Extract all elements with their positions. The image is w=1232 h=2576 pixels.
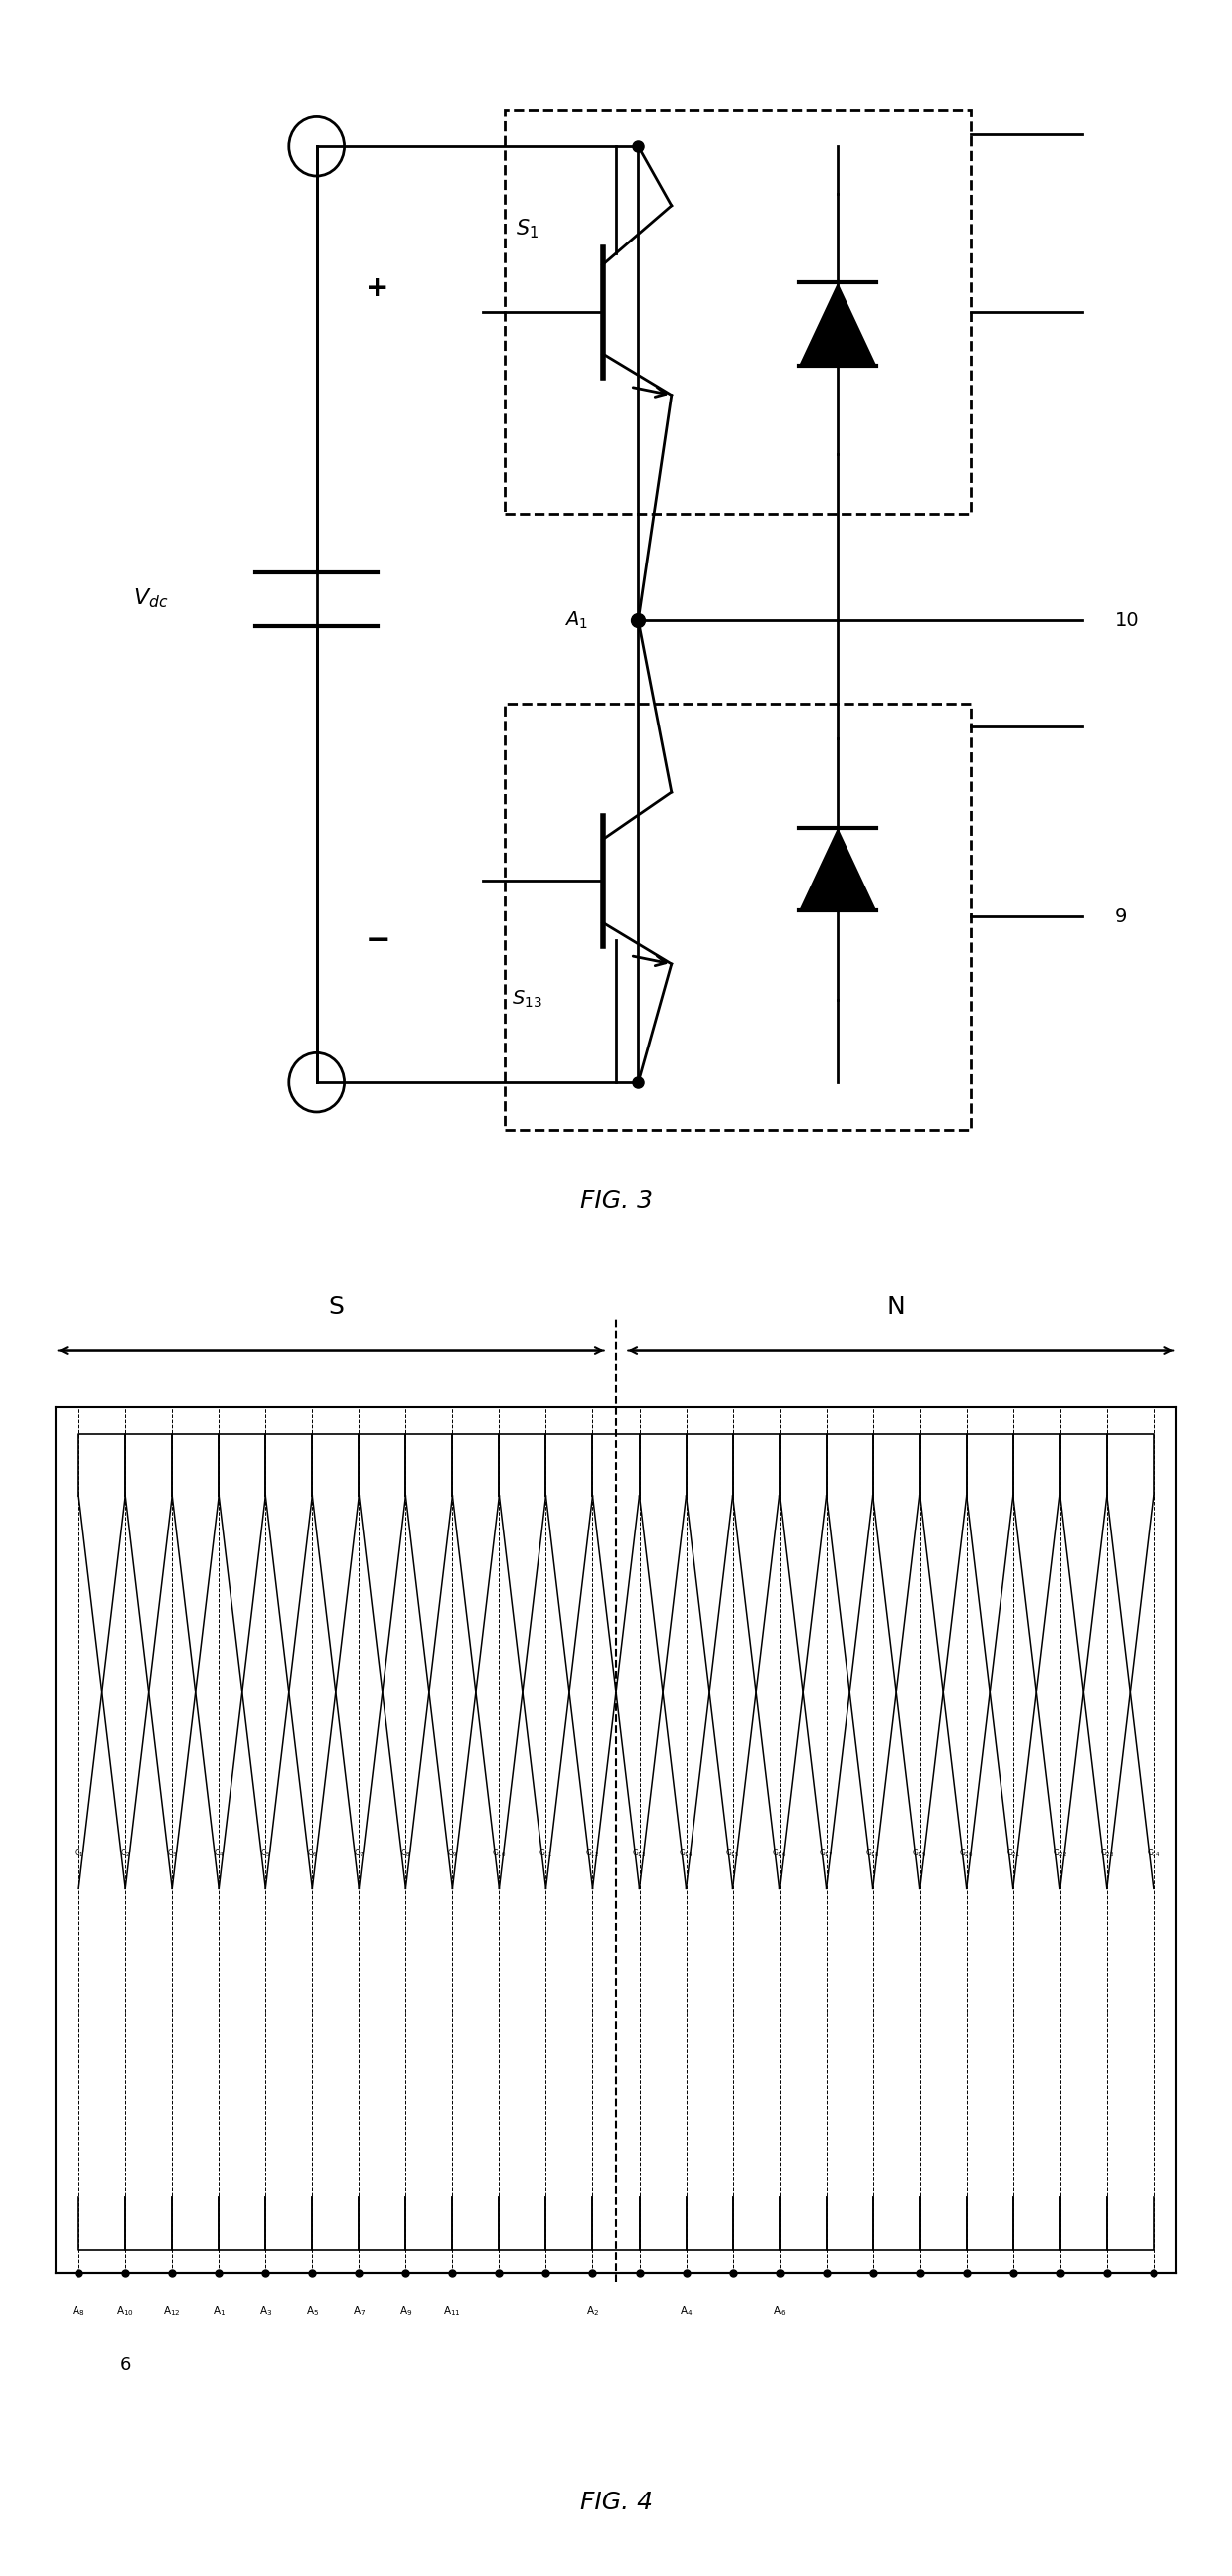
Text: $S_{13}$: $S_{13}$ [513,989,542,1010]
Text: S: S [328,1296,344,1319]
Text: $A_1$: $A_1$ [564,611,589,631]
Text: A$_{10}$: A$_{10}$ [117,2303,134,2318]
Text: A$_2$: A$_2$ [586,2303,599,2318]
Text: +: + [366,276,389,301]
Text: 9: 9 [1115,907,1127,925]
Text: G$_{17}$: G$_{17}$ [819,1847,833,1860]
Text: G$_3$: G$_3$ [166,1847,177,1860]
Text: G$_{14}$: G$_{14}$ [679,1847,694,1860]
Text: FIG. 4: FIG. 4 [580,2491,652,2514]
Text: G$_{13}$: G$_{13}$ [632,1847,647,1860]
Polygon shape [800,283,877,366]
Text: A$_5$: A$_5$ [306,2303,319,2318]
Text: G$_{12}$: G$_{12}$ [585,1847,600,1860]
Text: G$_{20}$: G$_{20}$ [960,1847,973,1860]
Text: G$_6$: G$_6$ [307,1847,318,1860]
Text: G$_2$: G$_2$ [120,1847,131,1860]
Text: −: − [365,925,391,956]
Text: G$_1$: G$_1$ [73,1847,84,1860]
Text: G$_7$: G$_7$ [354,1847,365,1860]
Text: A$_6$: A$_6$ [772,2303,786,2318]
Text: G$_{10}$: G$_{10}$ [492,1847,506,1860]
Text: G$_{24}$: G$_{24}$ [1146,1847,1161,1860]
Text: $V_{dc}$: $V_{dc}$ [133,587,168,611]
Text: 10: 10 [1115,611,1140,629]
Text: A$_4$: A$_4$ [679,2303,692,2318]
Text: G$_{19}$: G$_{19}$ [913,1847,926,1860]
Text: A$_8$: A$_8$ [71,2303,85,2318]
Text: G$_{21}$: G$_{21}$ [1007,1847,1020,1860]
Text: G$_5$: G$_5$ [260,1847,271,1860]
Text: G$_{15}$: G$_{15}$ [726,1847,740,1860]
Text: 6: 6 [120,2357,131,2375]
Text: A$_3$: A$_3$ [259,2303,272,2318]
Text: A$_9$: A$_9$ [399,2303,413,2318]
Text: N: N [887,1296,906,1319]
Text: G$_{18}$: G$_{18}$ [866,1847,880,1860]
Text: G$_8$: G$_8$ [400,1847,411,1860]
Polygon shape [800,827,877,912]
Text: A$_{11}$: A$_{11}$ [444,2303,461,2318]
Text: A$_7$: A$_7$ [352,2303,366,2318]
Text: A$_{12}$: A$_{12}$ [164,2303,181,2318]
Text: G$_{16}$: G$_{16}$ [772,1847,787,1860]
Text: A$_1$: A$_1$ [212,2303,225,2318]
Text: G$_{11}$: G$_{11}$ [538,1847,553,1860]
Text: G$_{22}$: G$_{22}$ [1053,1847,1067,1860]
Text: FIG. 3: FIG. 3 [580,1190,652,1213]
Text: G$_4$: G$_4$ [213,1847,224,1860]
Text: G$_{23}$: G$_{23}$ [1099,1847,1114,1860]
Text: $S_1$: $S_1$ [516,216,538,242]
Text: G$_9$: G$_9$ [447,1847,458,1860]
